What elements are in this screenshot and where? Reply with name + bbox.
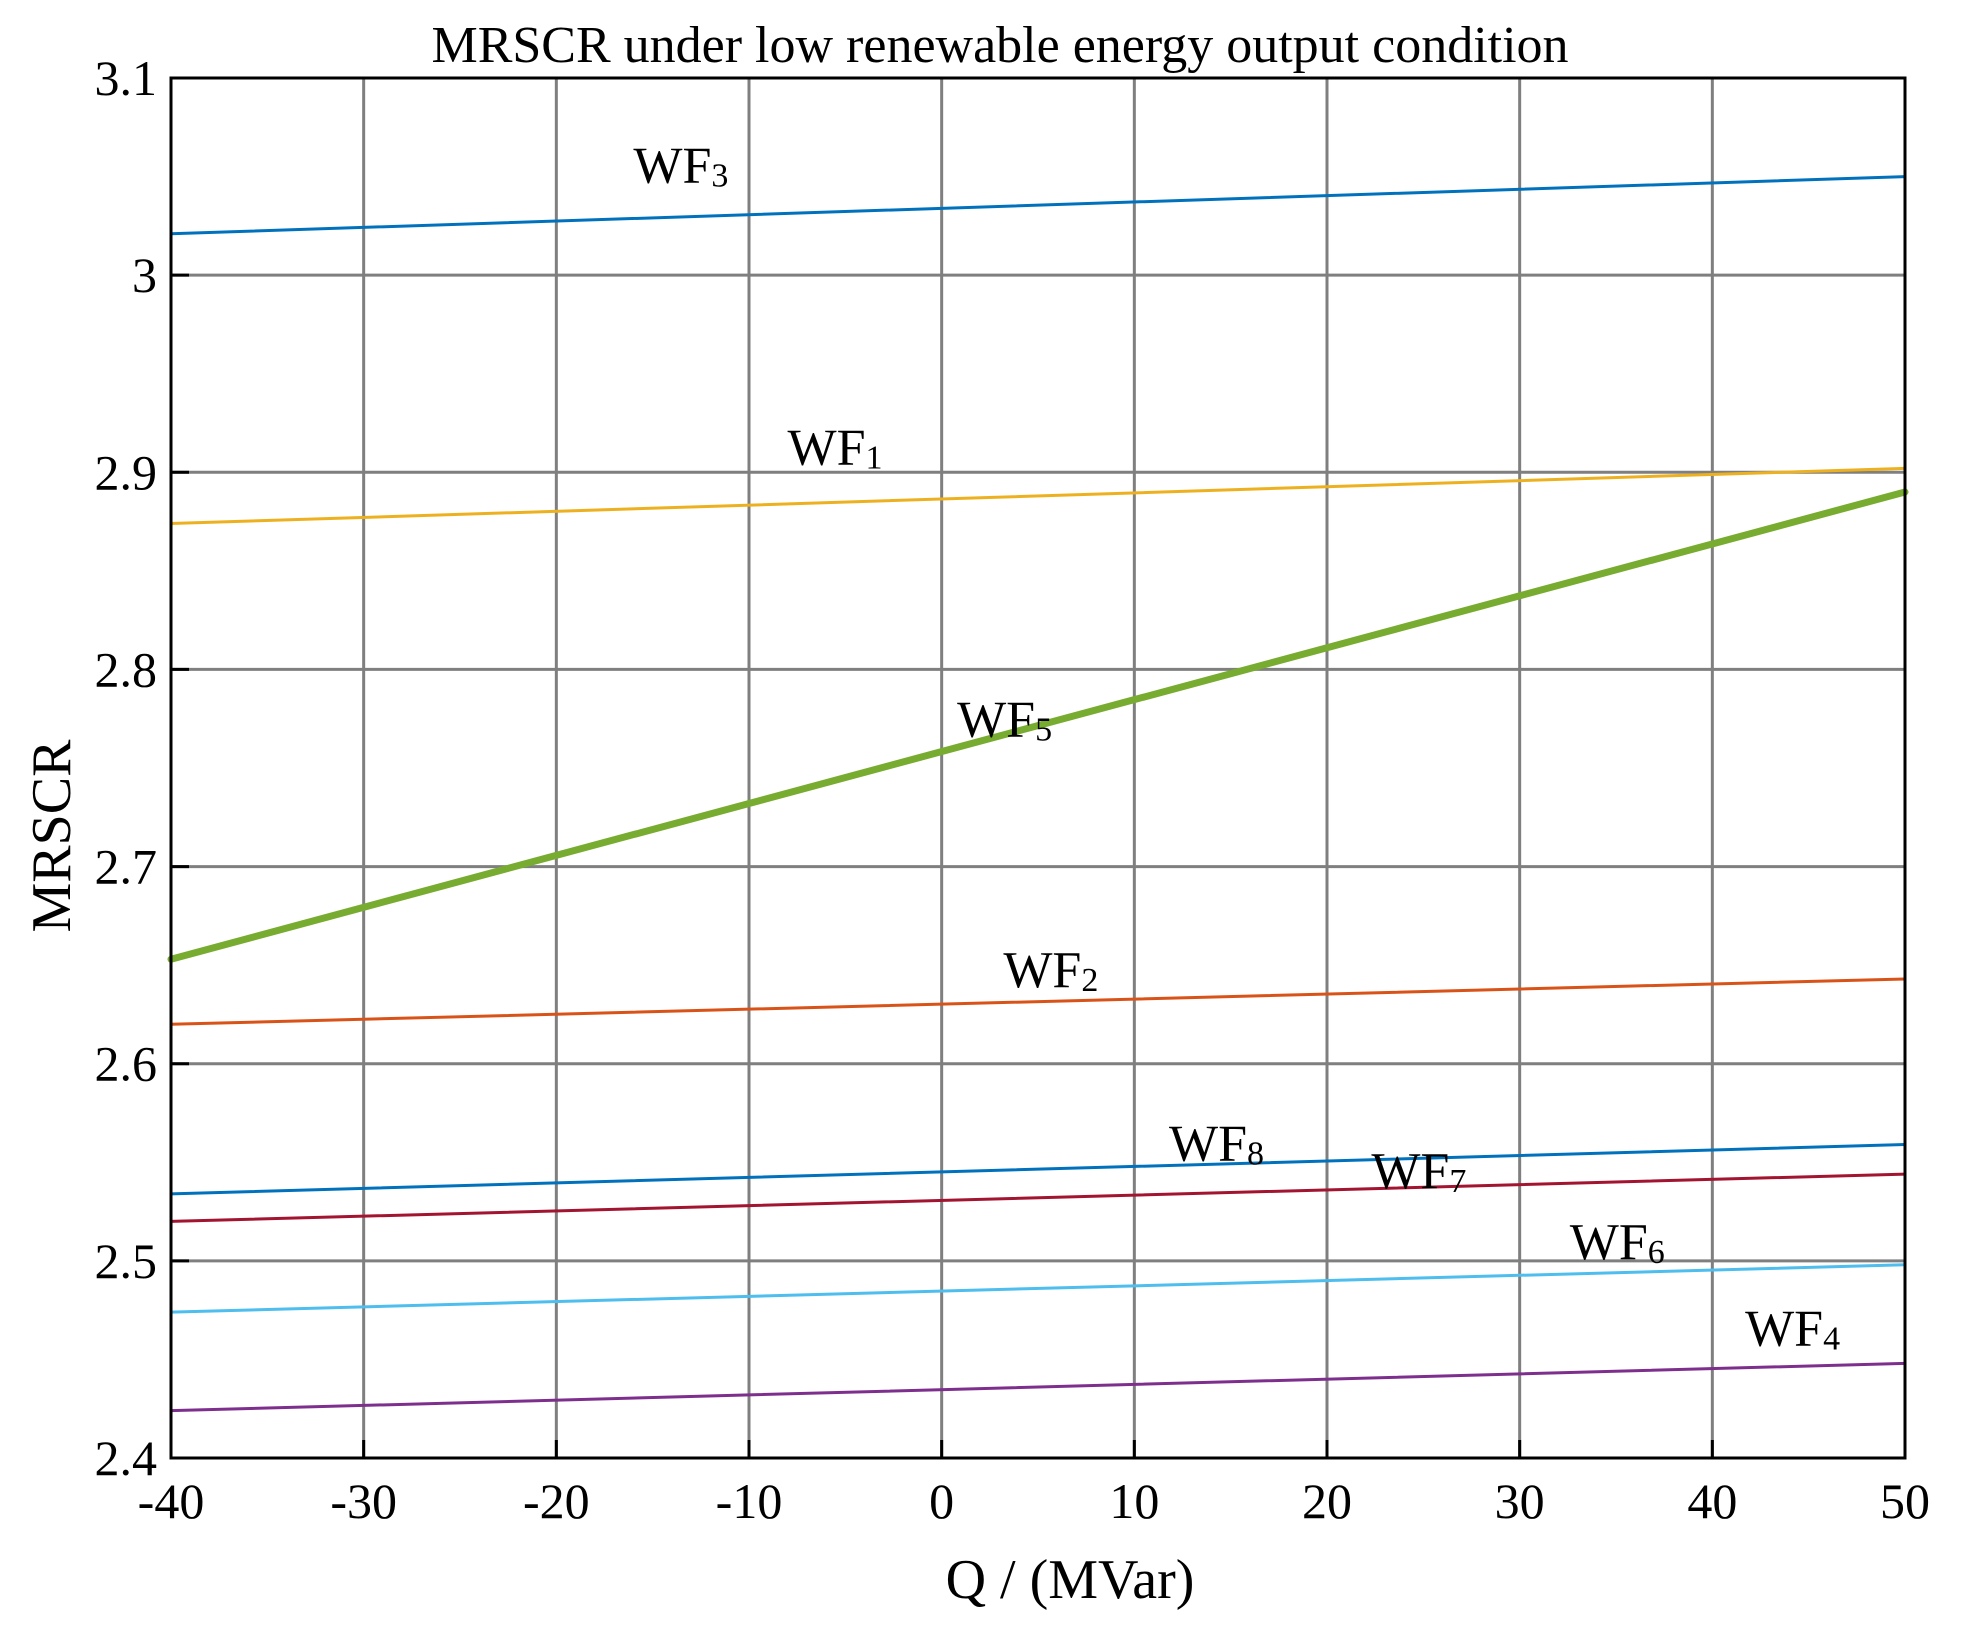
series-label-wf6: WF6 [1570,1214,1665,1271]
series-label-wf1: WF1 [788,419,883,476]
series-label-subscript: 5 [1035,711,1052,748]
series-label-subscript: 6 [1648,1234,1665,1271]
series-line-wf2 [169,977,1907,1026]
series-line-wf4 [169,1361,1907,1413]
series-line-wf1 [169,466,1907,526]
series-label-base: WF [633,137,711,194]
chart-title: MRSCR under low renewable energy output … [431,17,1568,74]
x-tick-label: -40 [138,1473,205,1529]
series-label-wf5: WF5 [957,691,1052,748]
series-label-subscript: 7 [1449,1163,1466,1200]
series-label-base: WF [1169,1115,1247,1172]
series-label-subscript: 3 [711,157,728,194]
x-tick-label: 10 [1109,1473,1159,1529]
x-tick-label: 0 [929,1473,954,1529]
series-label-base: WF [1371,1143,1449,1200]
series-label-base: WF [1003,942,1081,999]
y-tick-label: 3.1 [95,50,158,106]
x-tick-label: -20 [523,1473,590,1529]
x-tick-label: -30 [330,1473,397,1529]
ticks: -40 -30 -20 -10 0 10 20 30 40 50 2.4 2.5 2.6 2.7 2.8 2.… [95,50,1931,1529]
x-tick-label: 50 [1880,1473,1930,1529]
x-tick-label: 30 [1495,1473,1545,1529]
y-tick-label: 3 [132,247,157,303]
series-label-subscript: 4 [1823,1321,1840,1358]
y-tick-label: 2.9 [95,444,158,500]
y-axis-label: MRSCR [21,739,83,933]
series-label-wf2: WF2 [1003,942,1098,999]
series-layer [167,175,1909,1413]
y-tick-label: 2.6 [95,1036,158,1092]
series-label-wf7: WF7 [1371,1143,1466,1200]
series-line-wf7 [169,1172,1907,1223]
x-tick-label: -10 [716,1473,783,1529]
y-tick-label: 2.8 [95,641,158,697]
series-label-base: WF [788,419,866,476]
y-tick-label: 2.4 [95,1430,158,1486]
x-axis-label: Q / (MVar) [946,1549,1195,1611]
y-tick-label: 2.5 [95,1233,158,1289]
series-label-wf4: WF4 [1745,1301,1840,1358]
series-label-base: WF [1745,1301,1823,1358]
series-label-base: WF [957,691,1035,748]
y-tick-label: 2.7 [95,839,158,895]
x-tick-label: 20 [1302,1473,1352,1529]
series-label-subscript: 2 [1081,962,1098,999]
series-label-wf8: WF8 [1169,1115,1264,1172]
series-line-wf3 [169,175,1907,236]
series-label-subscript: 8 [1247,1135,1264,1172]
series-line-wf5 [167,488,1909,963]
series-label-base: WF [1570,1214,1648,1271]
plot-frame [169,76,1907,1460]
series-label-subscript: 1 [866,439,883,476]
series-line-wf8 [169,1143,1907,1196]
x-tick-label: 40 [1687,1473,1737,1529]
series-line-wf6 [169,1263,1907,1314]
series-label-wf3: WF3 [633,137,728,194]
